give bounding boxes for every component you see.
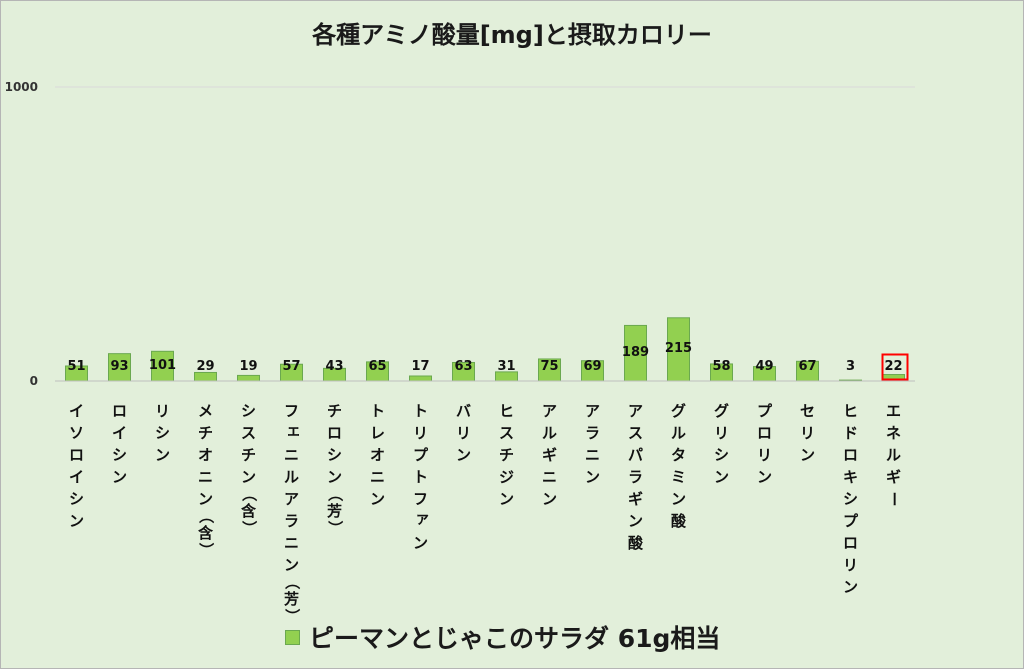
category-label: トリプトファン xyxy=(412,402,430,552)
data-label: 43 xyxy=(325,359,344,374)
category-label: ロイシン xyxy=(111,402,127,486)
bar-5 xyxy=(237,374,260,382)
category-label: フェニルアラニン（芳） xyxy=(282,402,302,624)
category-label: バリン xyxy=(455,402,471,464)
category-label: ヒスチジン xyxy=(498,402,514,508)
data-label: 215 xyxy=(664,341,693,357)
data-label: 189 xyxy=(621,345,650,361)
chart-title: 各種アミノ酸量[mg]と摂取カロリー xyxy=(312,21,712,49)
data-label: 57 xyxy=(282,359,301,374)
category-label: グルタミン酸 xyxy=(670,402,686,530)
data-label: 101 xyxy=(148,358,177,374)
legend-label: ピーマンとじゃこのサラダ 61g相当 xyxy=(309,624,721,653)
legend: ピーマンとじゃこのサラダ 61g相当 xyxy=(285,620,720,654)
category-label: リシン xyxy=(154,402,170,464)
data-label: 19 xyxy=(239,359,258,374)
category-label: エネルギー xyxy=(884,402,903,507)
y-tick-label: 0 xyxy=(29,374,38,388)
data-label: 22 xyxy=(884,359,903,374)
category-label: アルギニン xyxy=(541,402,557,508)
data-label: 3 xyxy=(845,359,856,374)
category-label: プロリン xyxy=(756,402,772,486)
data-label: 31 xyxy=(497,359,516,374)
category-label: チロシン（芳） xyxy=(325,402,344,536)
category-label: メチオニン（含） xyxy=(196,402,215,558)
data-label: 65 xyxy=(368,359,387,374)
category-label: ヒドロキシプロリン xyxy=(842,402,858,596)
data-label: 69 xyxy=(583,359,602,374)
category-label: セリン xyxy=(799,402,815,464)
category-label: グリシン xyxy=(713,402,729,486)
data-label: 75 xyxy=(540,359,559,374)
data-label: 58 xyxy=(712,359,731,374)
data-label: 63 xyxy=(454,359,473,374)
y-tick-label: 1000 xyxy=(4,80,38,94)
bar-9 xyxy=(409,375,432,382)
data-label: 93 xyxy=(110,359,129,374)
data-label: 49 xyxy=(755,359,774,374)
legend-swatch xyxy=(285,629,300,645)
category-label: イソロイシン xyxy=(68,402,84,530)
data-label: 29 xyxy=(196,359,215,374)
category-label: アラニン xyxy=(584,402,600,486)
category-label: トレオニン xyxy=(369,402,385,508)
category-label: アスパラギン酸 xyxy=(627,402,643,552)
data-label: 17 xyxy=(411,359,430,374)
category-label: シスチン（含） xyxy=(239,402,258,536)
data-label: 51 xyxy=(67,359,86,374)
data-label: 67 xyxy=(798,359,817,374)
highlight-box xyxy=(881,353,909,381)
